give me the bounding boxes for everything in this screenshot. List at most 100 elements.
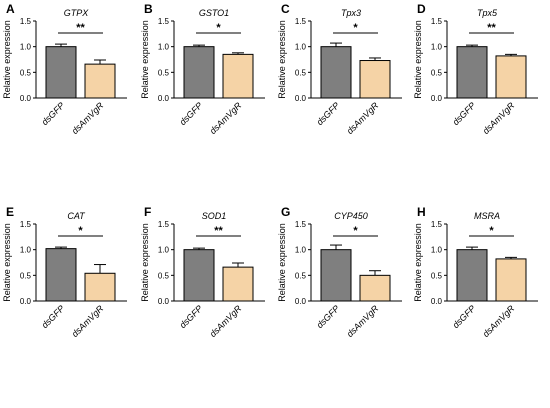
y-tick-label: 1.0 xyxy=(158,43,170,52)
y-tick-label: 0.0 xyxy=(20,94,32,103)
y-tick-label: 1.5 xyxy=(295,220,307,229)
chart-title: CYP450 xyxy=(334,211,368,221)
y-tick-label: 0.0 xyxy=(431,297,443,306)
chart-title: Tpx3 xyxy=(341,8,361,18)
bar-dsgfp xyxy=(456,46,488,99)
y-tick-label: 0.0 xyxy=(158,297,170,306)
panel-f: F SOD1 Relative expression 0.0 0.5 1.0 1.5 dsGF… xyxy=(140,205,265,339)
bar-dsgfp xyxy=(320,46,352,99)
bar-dsamvgr xyxy=(84,63,116,99)
x-tick-label: dsAmVgR xyxy=(481,303,517,339)
x-tick-label: dsGFP xyxy=(315,303,342,330)
y-tick-label: 0.0 xyxy=(295,297,307,306)
significance-marker: * xyxy=(78,225,83,237)
y-tick-label: 0.5 xyxy=(20,271,32,280)
x-tick-label: dsGFP xyxy=(40,100,67,127)
bar-dsamvgr xyxy=(222,53,254,99)
panel-e: E CAT Relative expression 0.0 0.5 1.0 1.5 dsGFP… xyxy=(2,205,127,339)
y-tick-label: 1.0 xyxy=(295,246,307,255)
y-tick-label: 1.0 xyxy=(20,43,32,52)
bar-dsgfp xyxy=(183,249,215,302)
x-tick-label: dsGFP xyxy=(178,100,205,127)
y-axis-label: Relative expression xyxy=(140,20,150,99)
x-tick-label: dsGFP xyxy=(451,100,478,127)
y-axis-label: Relative expression xyxy=(140,223,150,302)
panel-d: D Tpx5 Relative expression 0.0 0.5 1.0 1.5 dsGF… xyxy=(413,2,538,136)
bar-dsamvgr xyxy=(359,60,391,99)
panel-label: G xyxy=(281,205,290,219)
y-axis-label: Relative expression xyxy=(2,20,12,99)
x-tick-label: dsAmVgR xyxy=(70,303,106,339)
y-tick-label: 0.0 xyxy=(295,94,307,103)
y-axis-label: Relative expression xyxy=(277,223,287,302)
x-tick-label: dsAmVgR xyxy=(208,100,244,136)
x-tick-label: dsAmVgR xyxy=(70,100,106,136)
panel-label: B xyxy=(144,2,153,16)
y-tick-label: 0.5 xyxy=(431,271,443,280)
chart-title: GTPX xyxy=(64,8,90,18)
x-tick-label: dsGFP xyxy=(40,303,67,330)
bar-dsamvgr xyxy=(359,274,391,302)
panel-label: C xyxy=(281,2,290,16)
y-axis-label: Relative expression xyxy=(2,223,12,302)
y-tick-label: 1.0 xyxy=(20,246,32,255)
bar-dsgfp xyxy=(183,46,215,99)
panel-label: H xyxy=(417,205,426,219)
y-tick-label: 0.5 xyxy=(295,68,307,77)
bar-dsgfp xyxy=(456,249,488,302)
y-tick-label: 0.0 xyxy=(431,94,443,103)
panel-label: A xyxy=(6,2,15,16)
significance-marker: * xyxy=(353,22,358,34)
y-tick-label: 0.0 xyxy=(20,297,32,306)
panel-g: G CYP450 Relative expression 0.0 0.5 1.0 1.5 ds… xyxy=(277,205,402,339)
chart-title: Tpx5 xyxy=(477,8,498,18)
y-tick-label: 0.5 xyxy=(431,68,443,77)
y-axis-label: Relative expression xyxy=(413,20,423,99)
significance-marker: ** xyxy=(76,22,85,34)
bar-dsamvgr xyxy=(84,272,116,302)
x-tick-label: dsAmVgR xyxy=(345,303,381,339)
y-tick-label: 0.5 xyxy=(20,68,32,77)
y-tick-label: 0.5 xyxy=(158,68,170,77)
significance-marker: * xyxy=(353,225,358,237)
panel-label: E xyxy=(6,205,14,219)
y-tick-label: 1.5 xyxy=(158,17,170,26)
y-tick-label: 0.5 xyxy=(295,271,307,280)
y-axis-label: Relative expression xyxy=(277,20,287,99)
x-tick-label: dsGFP xyxy=(451,303,478,330)
y-tick-label: 0.5 xyxy=(158,271,170,280)
significance-marker: * xyxy=(489,225,494,237)
x-tick-label: dsAmVgR xyxy=(345,100,381,136)
y-tick-label: 1.0 xyxy=(295,43,307,52)
bar-dsamvgr xyxy=(495,258,527,302)
chart-title: GSTO1 xyxy=(199,8,229,18)
bar-dsamvgr xyxy=(495,55,527,99)
y-tick-label: 1.5 xyxy=(20,220,32,229)
chart-title: SOD1 xyxy=(202,211,227,221)
significance-marker: * xyxy=(216,22,221,34)
bar-dsamvgr xyxy=(222,266,254,302)
chart-title: CAT xyxy=(67,211,86,221)
panel-c: C Tpx3 Relative expression 0.0 0.5 1.0 1.5 dsGF… xyxy=(277,2,402,136)
chart-title: MSRA xyxy=(474,211,500,221)
significance-marker: ** xyxy=(487,22,496,34)
x-tick-label: dsGFP xyxy=(178,303,205,330)
bar-dsgfp xyxy=(45,248,77,302)
y-tick-label: 1.0 xyxy=(158,246,170,255)
y-tick-label: 1.5 xyxy=(295,17,307,26)
y-tick-label: 1.5 xyxy=(431,220,443,229)
y-tick-label: 1.0 xyxy=(431,246,443,255)
y-tick-label: 1.5 xyxy=(20,17,32,26)
y-tick-label: 0.0 xyxy=(158,94,170,103)
x-tick-label: dsAmVgR xyxy=(481,100,517,136)
panel-h: H MSRA Relative expression 0.0 0.5 1.0 1.5 dsGF… xyxy=(413,205,538,339)
x-tick-label: dsAmVgR xyxy=(208,303,244,339)
y-tick-label: 1.0 xyxy=(431,43,443,52)
significance-marker: ** xyxy=(214,225,223,237)
x-tick-label: dsGFP xyxy=(315,100,342,127)
bar-dsgfp xyxy=(45,46,77,99)
panel-b: B GSTO1 Relative expression 0.0 0.5 1.0 1.5 dsG… xyxy=(140,2,265,136)
y-axis-label: Relative expression xyxy=(413,223,423,302)
panel-a: A GTPX Relative expression 0.0 0.5 1.0 1.5 dsGF… xyxy=(2,2,127,136)
